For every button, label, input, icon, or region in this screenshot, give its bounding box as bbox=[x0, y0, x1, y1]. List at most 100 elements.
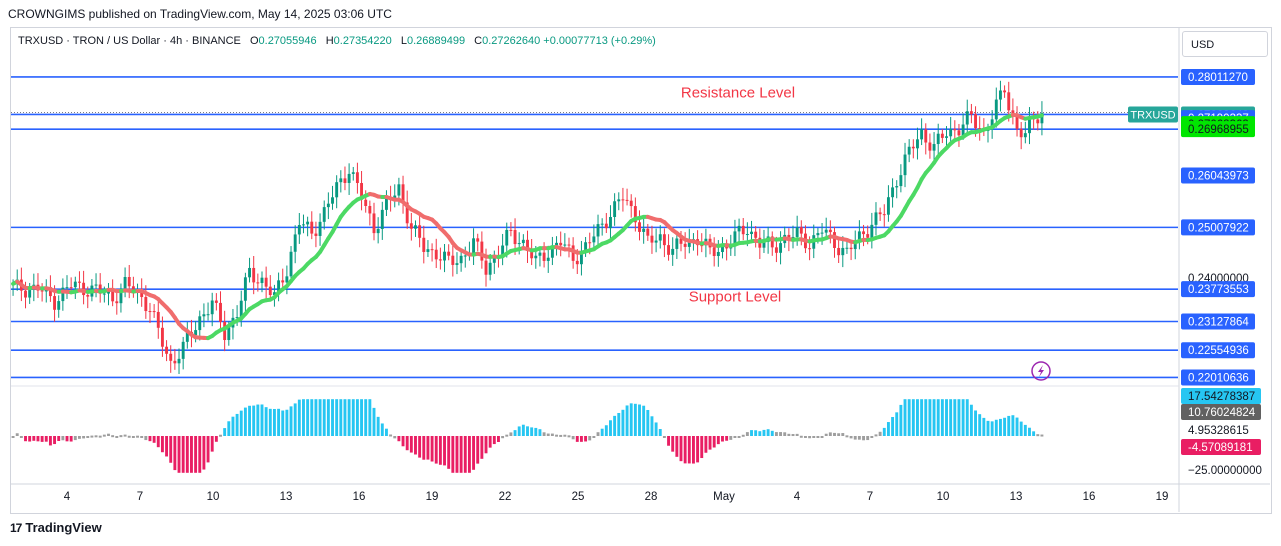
histogram-bar bbox=[650, 416, 654, 436]
histogram-bar bbox=[617, 412, 621, 436]
histogram-bar bbox=[625, 405, 629, 436]
histogram-bar bbox=[700, 436, 704, 459]
histogram-bar bbox=[708, 436, 712, 450]
histogram-bar bbox=[725, 436, 729, 441]
candle-down bbox=[223, 321, 227, 341]
time-tick-label: May bbox=[713, 491, 735, 503]
candle-up bbox=[326, 203, 330, 208]
histogram-bar bbox=[19, 436, 23, 438]
candle-up bbox=[65, 287, 69, 289]
histogram-bar bbox=[857, 436, 861, 440]
candle-down bbox=[638, 222, 641, 232]
histogram-bar bbox=[94, 435, 98, 438]
histogram-bar bbox=[737, 436, 741, 438]
histogram-bar bbox=[418, 436, 422, 458]
histogram-bar bbox=[372, 407, 376, 436]
histogram-bar bbox=[928, 399, 932, 436]
histogram-bar bbox=[306, 399, 310, 436]
candle-up bbox=[339, 178, 343, 183]
candle-down bbox=[115, 301, 119, 304]
candle-up bbox=[600, 223, 604, 225]
histogram-bar bbox=[326, 399, 330, 436]
histogram-bar bbox=[804, 436, 807, 438]
histogram-bar bbox=[268, 408, 272, 436]
histogram-bar bbox=[463, 436, 467, 473]
legend-close-value: 0.27262640 bbox=[482, 35, 541, 47]
histogram-bar bbox=[231, 416, 235, 436]
histogram-bar bbox=[414, 436, 417, 455]
histogram-bar bbox=[248, 405, 251, 436]
candle-up bbox=[414, 225, 417, 229]
time-tick-label: 19 bbox=[426, 491, 439, 503]
candle-down bbox=[754, 231, 758, 238]
candle-down bbox=[567, 244, 571, 246]
histogram-bar bbox=[152, 436, 156, 443]
candle-up bbox=[185, 331, 189, 342]
histogram-bar bbox=[990, 421, 994, 436]
candle-up bbox=[596, 224, 600, 237]
price-level-label-bg bbox=[1181, 313, 1255, 330]
time-tick-label: 4 bbox=[794, 491, 801, 503]
candle-down bbox=[409, 223, 413, 229]
candle-up bbox=[318, 221, 322, 236]
histogram-bar bbox=[982, 417, 986, 436]
candle-down bbox=[542, 252, 546, 261]
candle-up bbox=[762, 241, 766, 248]
candle-up bbox=[227, 327, 231, 341]
chart-frame[interactable] bbox=[10, 27, 1272, 514]
histogram-bar bbox=[978, 414, 982, 436]
time-tick-label: 13 bbox=[1010, 491, 1023, 503]
histogram-bar bbox=[758, 431, 762, 436]
candle-down bbox=[1036, 119, 1040, 124]
histogram-bar bbox=[368, 399, 372, 436]
histogram-bar bbox=[434, 436, 438, 464]
histogram-bar bbox=[571, 436, 575, 440]
histogram-bar bbox=[409, 436, 413, 453]
histogram-bar bbox=[575, 436, 579, 442]
candle-up bbox=[563, 244, 567, 246]
candle-up bbox=[459, 255, 463, 264]
histogram-bar bbox=[874, 434, 878, 437]
candle-down bbox=[679, 238, 683, 244]
histogram-bar bbox=[160, 436, 164, 453]
histogram-bar bbox=[497, 436, 500, 442]
candle-down bbox=[978, 128, 982, 130]
candle-up bbox=[932, 144, 936, 151]
candle-up bbox=[297, 225, 301, 235]
candle-up bbox=[903, 154, 907, 176]
histogram-bar bbox=[613, 415, 617, 436]
candle-up bbox=[949, 128, 953, 137]
currency-button[interactable]: USD bbox=[1182, 31, 1268, 57]
price-level-label-bg bbox=[1181, 68, 1255, 85]
candle-down bbox=[828, 229, 832, 233]
histogram-bar bbox=[795, 433, 799, 436]
tradingview-logo[interactable]: 17 TradingView bbox=[10, 520, 102, 535]
histogram-bar bbox=[44, 436, 48, 442]
histogram-bar bbox=[550, 433, 554, 436]
histogram-bar bbox=[530, 427, 534, 436]
histogram-bar bbox=[467, 436, 471, 473]
candle-up bbox=[1040, 113, 1044, 124]
histogram-bar bbox=[293, 403, 297, 436]
histogram-bar bbox=[920, 399, 924, 436]
histogram-bar bbox=[609, 420, 612, 436]
histogram-bar bbox=[297, 399, 301, 436]
candle-down bbox=[69, 287, 73, 289]
candle-down bbox=[82, 282, 86, 296]
histogram-bar bbox=[1003, 417, 1007, 436]
histogram-bar bbox=[480, 436, 484, 459]
histogram-bar bbox=[177, 436, 181, 473]
histogram-bar bbox=[559, 434, 563, 437]
candle-up bbox=[824, 229, 828, 233]
candle-up bbox=[613, 201, 617, 217]
candle-up bbox=[351, 172, 355, 174]
candle-down bbox=[422, 237, 426, 252]
histogram-bar bbox=[376, 416, 380, 436]
candle-up bbox=[61, 287, 65, 302]
candle-up bbox=[733, 231, 737, 246]
time-tick-label: 16 bbox=[353, 491, 366, 503]
candle-down bbox=[969, 111, 973, 115]
candle-up bbox=[455, 263, 459, 265]
time-tick-label: 22 bbox=[499, 491, 512, 503]
